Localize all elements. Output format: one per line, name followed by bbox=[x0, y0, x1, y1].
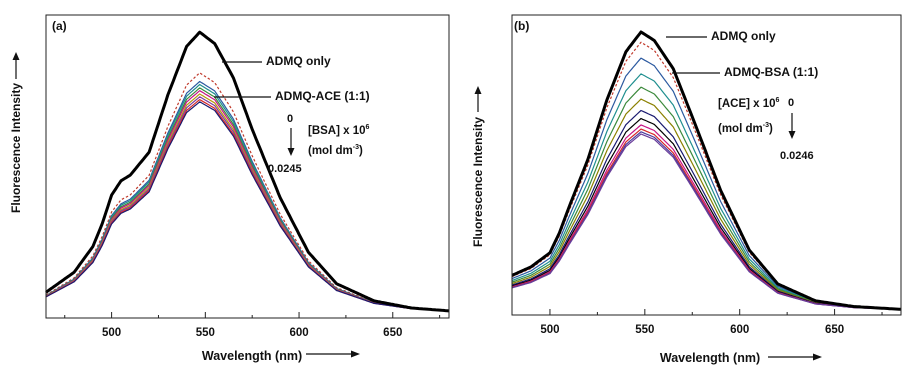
x-axis-label: Wavelength (nm) bbox=[202, 349, 302, 363]
x-tick-label: 500 bbox=[540, 324, 559, 336]
chart-panel-a: (a) Fluorescence Intensity Wavelength (n… bbox=[9, 14, 450, 363]
spectrum-curve-8 bbox=[45, 98, 450, 312]
concentration-label: [BSA] x 106 bbox=[308, 124, 370, 137]
x-tick-label: 600 bbox=[289, 327, 308, 339]
curves-group bbox=[511, 30, 902, 311]
bold-curve-label: ADMQ only bbox=[711, 29, 776, 43]
bold-curve-label: ADMQ only bbox=[266, 54, 331, 68]
down-arrow bbox=[287, 128, 295, 156]
x-tick-label: 500 bbox=[102, 327, 121, 339]
units-label: (mol dm-3) bbox=[718, 122, 773, 135]
x-tick-label: 650 bbox=[383, 327, 402, 339]
end-value: 0.0245 bbox=[268, 163, 302, 175]
annotations: ADMQ only ADMQ-ACE (1:1) 0 [BSA] x 106 (… bbox=[214, 54, 370, 175]
spectrum-curve-11 bbox=[511, 133, 901, 310]
plot-frame bbox=[511, 14, 902, 316]
y-axis-label: Fluorescence Intensity bbox=[471, 117, 485, 247]
curves-group bbox=[45, 30, 450, 313]
x-axis-label: Wavelength (nm) bbox=[660, 351, 760, 365]
spectrum-curve-9 bbox=[45, 101, 450, 312]
chart-panel-b: (b) Fluorescence Intensity Wavelength (n… bbox=[471, 14, 902, 365]
y-axis-arrow bbox=[12, 52, 20, 79]
complex-curve-label: ADMQ-BSA (1:1) bbox=[724, 65, 818, 79]
spectrum-curve-4 bbox=[45, 87, 450, 312]
start-value: 0 bbox=[287, 113, 293, 125]
spectrum-curve-6 bbox=[45, 93, 450, 312]
x-ticks: 500 550 600 650 bbox=[540, 309, 883, 336]
spectrum-curve-0 bbox=[45, 30, 450, 313]
x-tick-label: 600 bbox=[730, 324, 749, 336]
spectrum-curve-0 bbox=[511, 30, 902, 311]
panel-label: (a) bbox=[52, 19, 67, 33]
x-tick-label: 550 bbox=[635, 324, 654, 336]
end-value: 0.0246 bbox=[780, 150, 814, 162]
spectrum-curve-7 bbox=[45, 96, 450, 312]
complex-curve-label: ADMQ-ACE (1:1) bbox=[275, 89, 370, 103]
panel-label: (b) bbox=[514, 19, 529, 33]
units-label: (mol dm-3) bbox=[308, 144, 363, 157]
plot-frame bbox=[45, 14, 450, 319]
spectrum-curve-5 bbox=[45, 90, 450, 312]
concentration-label: [ACE] x 106 bbox=[718, 97, 780, 110]
x-ticks: 500 550 600 650 bbox=[64, 312, 441, 339]
x-axis-arrow bbox=[768, 353, 822, 361]
x-tick-label: 550 bbox=[196, 327, 215, 339]
down-arrow bbox=[788, 113, 796, 139]
annotations: ADMQ only ADMQ-BSA (1:1) [ACE] x 106 (mo… bbox=[666, 29, 818, 162]
y-axis-arrow bbox=[474, 86, 482, 112]
spectrum-curve-1 bbox=[45, 72, 450, 312]
y-axis-label: Fluorescence Intensity bbox=[9, 83, 23, 213]
x-tick-label: 650 bbox=[825, 324, 844, 336]
start-value: 0 bbox=[788, 97, 794, 109]
x-axis-arrow bbox=[306, 350, 360, 358]
